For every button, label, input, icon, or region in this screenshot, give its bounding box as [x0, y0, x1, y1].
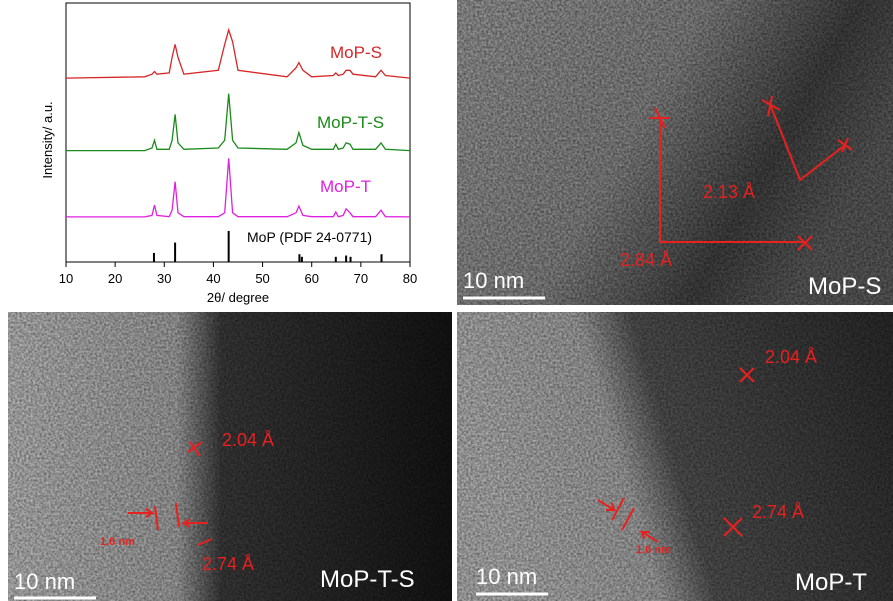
- x-tick-label: 50: [255, 271, 269, 286]
- x-tick-label: 10: [59, 271, 73, 286]
- annotation: 2.84 Å: [620, 250, 672, 270]
- annotation: 2.04 Å: [765, 347, 817, 367]
- reference-label: MoP (PDF 24-0771): [247, 229, 372, 245]
- x-tick-label: 30: [157, 271, 171, 286]
- annotation: 1.8 nm: [100, 536, 135, 548]
- annotation: 2.13 Å: [703, 182, 755, 202]
- series-label: MoP-S: [330, 43, 382, 62]
- tem-panel: 2.04 Å 2.74 Å 1.8 nm 10 nm MoP-T-S: [8, 312, 452, 601]
- annotation: 2.74 Å: [202, 554, 254, 574]
- page: 2.84 Å 2.13 Å 10 nm MoP-S 2.04 Å 2.74 Å …: [0, 0, 893, 601]
- x-tick-label: 20: [108, 271, 122, 286]
- scale-bar-label: 10 nm: [463, 268, 524, 293]
- plot-frame: [66, 3, 410, 262]
- x-tick-label: 70: [354, 271, 368, 286]
- tem-panel: 2.84 Å 2.13 Å 10 nm MoP-S: [457, 0, 893, 305]
- annotation: 1.6 nm: [636, 544, 671, 556]
- panel-label: MoP-S: [808, 273, 881, 300]
- series-label: MoP-T-S: [317, 113, 384, 132]
- tem-texture: [457, 0, 893, 305]
- scale-bar-label: 10 nm: [14, 569, 75, 594]
- annotation: 2.04 Å: [222, 430, 274, 450]
- annotation: 2.74 Å: [752, 502, 804, 522]
- series-label: MoP-T: [320, 177, 371, 196]
- scale-bar-label: 10 nm: [476, 564, 537, 589]
- tem-panel: 2.04 Å 2.74 Å 1.6 nm 10 nm MoP-T: [457, 312, 893, 601]
- figure: 2.84 Å 2.13 Å 10 nm MoP-S 2.04 Å 2.74 Å …: [0, 0, 893, 601]
- x-tick-label: 80: [403, 271, 417, 286]
- panel-label: MoP-T-S: [320, 566, 415, 593]
- x-tick-label: 40: [206, 271, 220, 286]
- xrd-chart: 2θ/ degree Intensity/ a.u. 10 20 30 40 50 60 7…: [40, 3, 417, 305]
- y-axis-title: Intensity/ a.u.: [40, 101, 55, 178]
- tem-texture: [457, 312, 893, 601]
- panel-label: MoP-T: [795, 569, 867, 596]
- x-axis-title: 2θ/ degree: [207, 290, 269, 305]
- x-tick-label: 60: [304, 271, 318, 286]
